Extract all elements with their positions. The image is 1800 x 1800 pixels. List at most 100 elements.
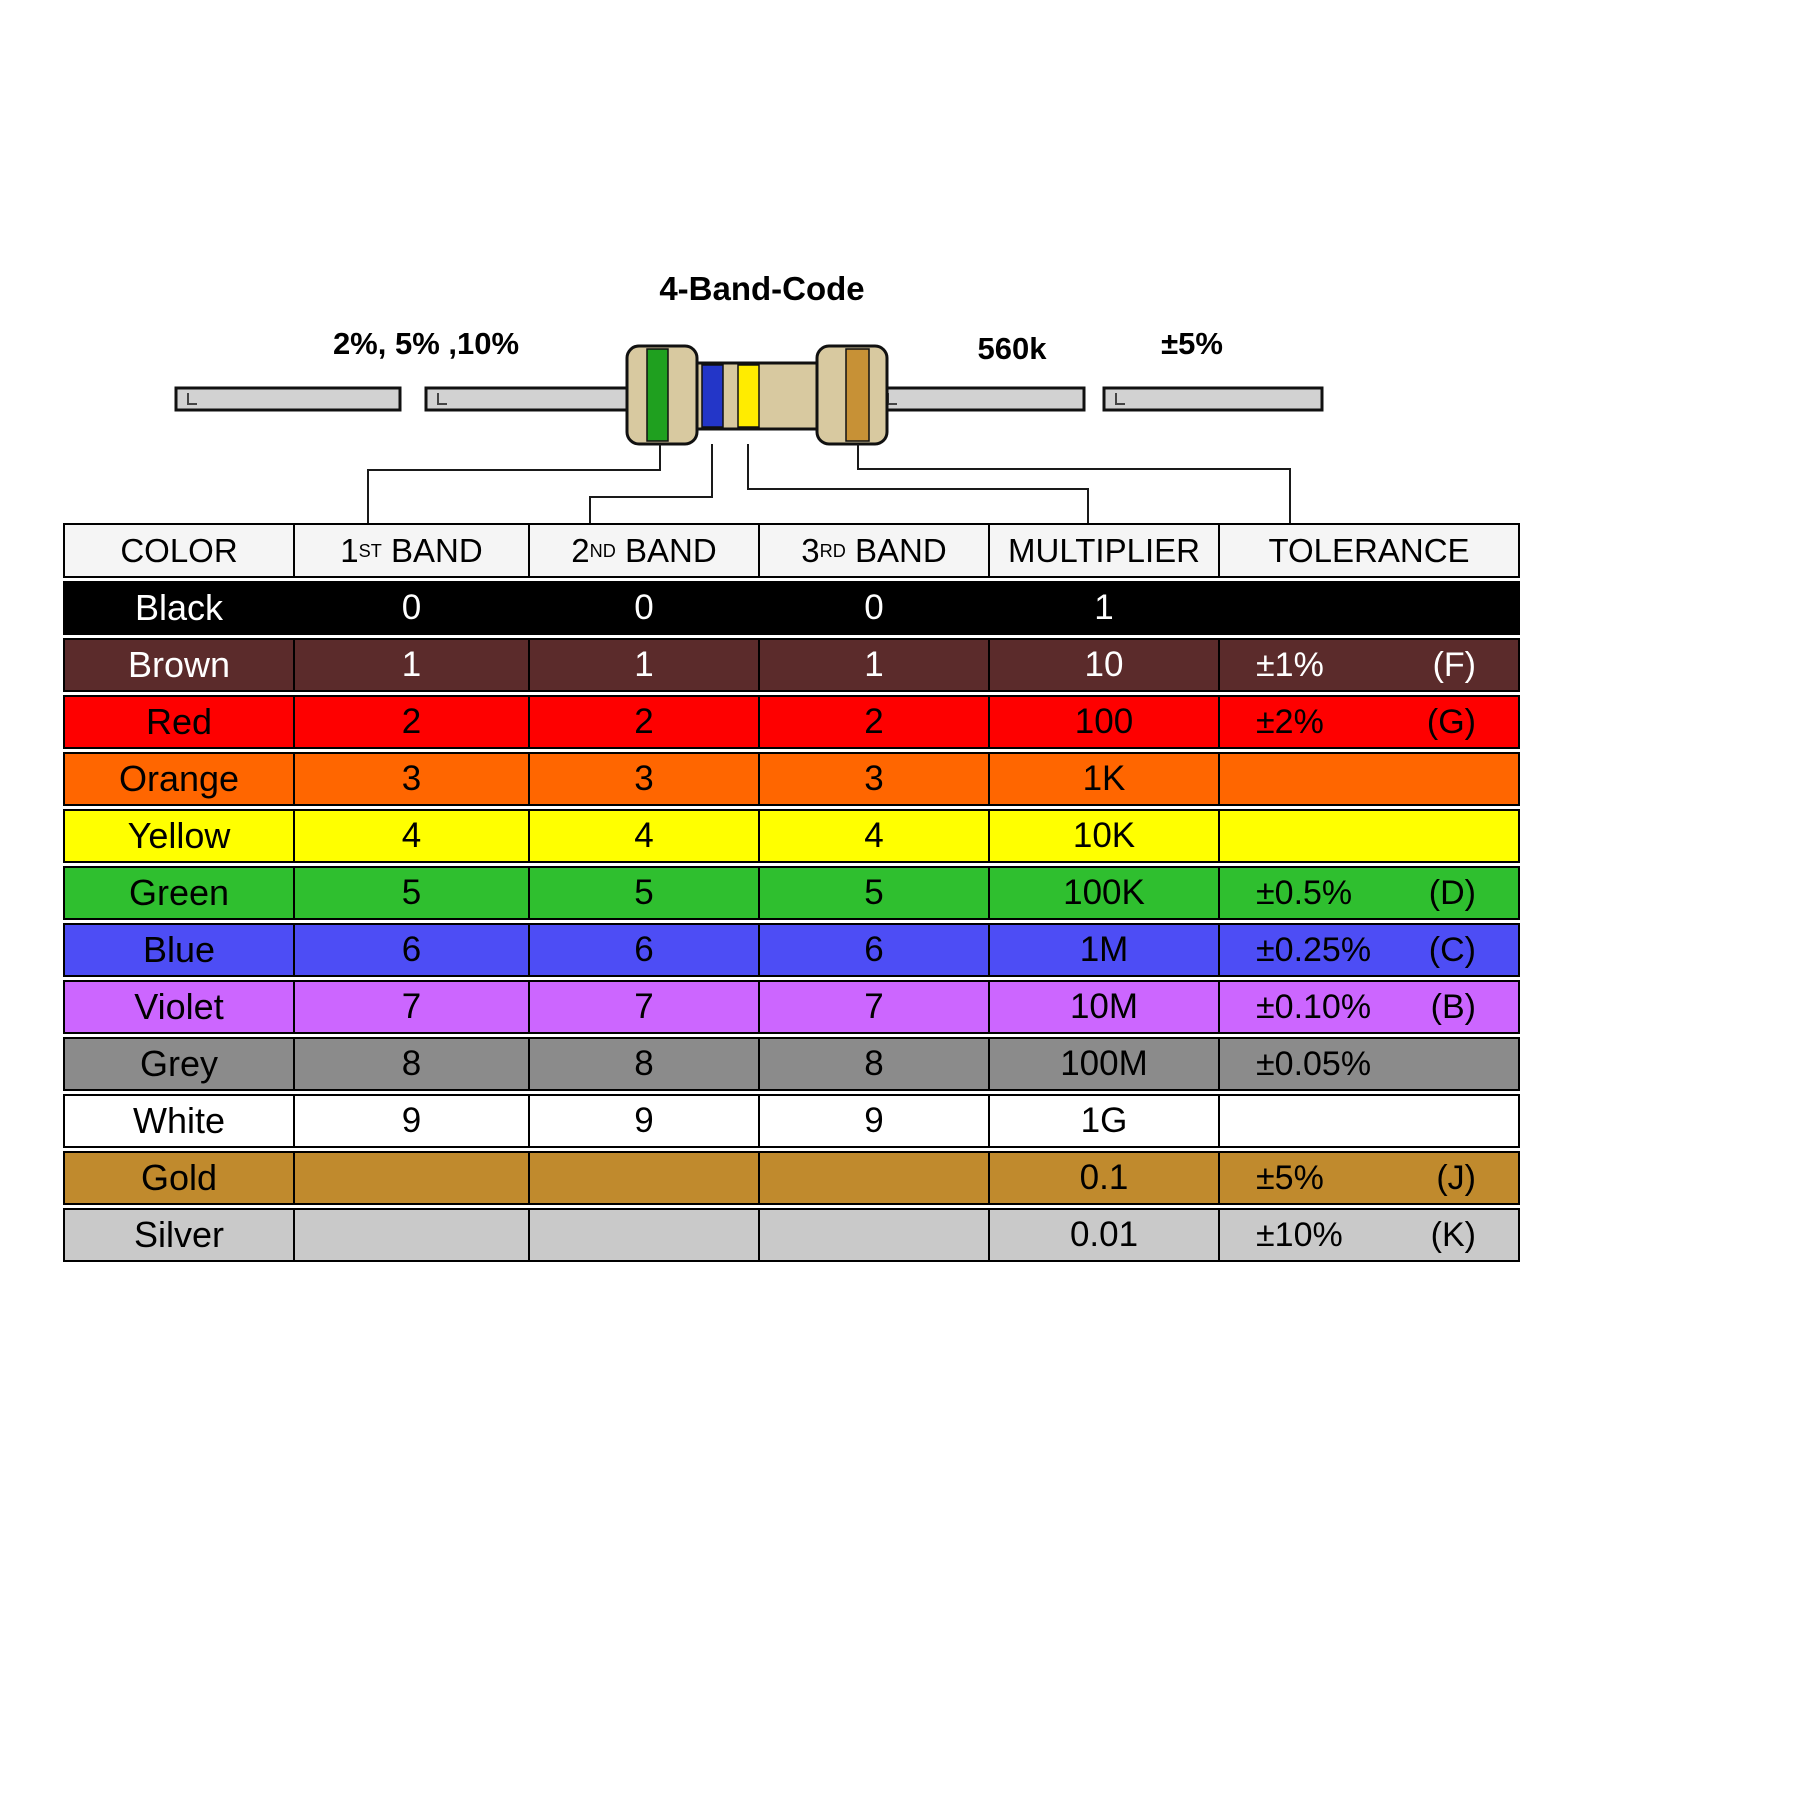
table-row: Gold 0.1 ±5% (J) xyxy=(63,1151,1520,1205)
cell-multiplier: 1M xyxy=(990,925,1220,975)
cell-color-name: Grey xyxy=(65,1039,295,1089)
tolerance-value: ±2% xyxy=(1256,702,1324,741)
table-row: Green 5 5 5 100K ±0.5% (D) xyxy=(63,866,1520,920)
cell-band1: 3 xyxy=(295,754,530,804)
cell-multiplier: 100M xyxy=(990,1039,1220,1089)
table-row: White 9 9 9 1G xyxy=(63,1094,1520,1148)
cell-color-name: Green xyxy=(65,868,295,918)
cell-band2: 4 xyxy=(530,811,760,861)
table-header-row: COLOR 1 ST BAND 2 ND BAND 3 RD BAND MULTIPL… xyxy=(63,523,1520,578)
header-text: 1 xyxy=(340,531,359,569)
cell-band2: 3 xyxy=(530,754,760,804)
wire-lead-right xyxy=(874,386,1086,412)
table-row: Grey 8 8 8 100M ±0.05% xyxy=(63,1037,1520,1091)
tolerance-value-label: ±5% xyxy=(1161,326,1223,361)
cell-band2 xyxy=(530,1153,760,1203)
cell-band3: 9 xyxy=(760,1096,990,1146)
tolerance-code: (C) xyxy=(1428,930,1476,969)
cell-band2: 1 xyxy=(530,640,760,690)
cell-tolerance: ±0.25% (C) xyxy=(1220,925,1518,975)
table-row: Red 2 2 2 100 ±2% (G) xyxy=(63,695,1520,749)
color-code-table: COLOR 1 ST BAND 2 ND BAND 3 RD BAND MULTIPL… xyxy=(63,523,1520,1262)
tolerance-code: (J) xyxy=(1436,1158,1476,1197)
cell-color-name: Gold xyxy=(65,1153,295,1203)
cell-band1: 1 xyxy=(295,640,530,690)
cell-band3: 0 xyxy=(760,583,990,633)
connector-band4-to-tolerance xyxy=(857,444,1291,523)
table-row: Violet 7 7 7 10M ±0.10% (B) xyxy=(63,980,1520,1034)
cell-band1: 4 xyxy=(295,811,530,861)
cell-color-name: White xyxy=(65,1096,295,1146)
cell-band3: 2 xyxy=(760,697,990,747)
cell-color-name: Violet xyxy=(65,982,295,1032)
header-band2: 2 ND BAND xyxy=(530,525,760,576)
cell-band2 xyxy=(530,1210,760,1260)
cell-band2: 8 xyxy=(530,1039,760,1089)
cell-band2: 7 xyxy=(530,982,760,1032)
cell-tolerance: ±0.10% (B) xyxy=(1220,982,1518,1032)
cell-band3: 3 xyxy=(760,754,990,804)
table-row: Blue 6 6 6 1M ±0.25% (C) xyxy=(63,923,1520,977)
header-text: 2 xyxy=(571,531,590,569)
resistance-value-label: 560k xyxy=(977,331,1047,366)
header-text: BAND xyxy=(615,531,717,569)
cell-band3: 1 xyxy=(760,640,990,690)
cell-color-name: Blue xyxy=(65,925,295,975)
cell-multiplier: 10 xyxy=(990,640,1220,690)
cell-multiplier: 100 xyxy=(990,697,1220,747)
cell-band1: 6 xyxy=(295,925,530,975)
cell-band1: 2 xyxy=(295,697,530,747)
table-row: Brown 1 1 1 10 ±1% (F) xyxy=(63,638,1520,692)
cell-multiplier: 0.1 xyxy=(990,1153,1220,1203)
wire-lead-far-left xyxy=(174,386,402,412)
tolerance-options-label: 2%, 5% ,10% xyxy=(332,326,520,361)
cell-band1: 7 xyxy=(295,982,530,1032)
table-body: Black 0 0 0 1 Brown 1 1 1 10 ±1% (F) Red 2 2 2 100 ±2% (G)… xyxy=(63,581,1520,1262)
header-text: COLOR xyxy=(120,531,238,569)
table-row: Yellow 4 4 4 10K xyxy=(63,809,1520,863)
cell-color-name: Silver xyxy=(65,1210,295,1260)
band-1-green xyxy=(646,348,669,442)
tolerance-code: (B) xyxy=(1430,987,1476,1026)
tolerance-value: ±0.05% xyxy=(1256,1044,1372,1083)
cell-tolerance: ±0.05% xyxy=(1220,1039,1518,1089)
connector-band2-to-col2 xyxy=(589,444,713,523)
cell-tolerance: ±0.5% (D) xyxy=(1220,868,1518,918)
cell-band3: 6 xyxy=(760,925,990,975)
tolerance-value: ±1% xyxy=(1256,645,1324,684)
cell-band2: 0 xyxy=(530,583,760,633)
cell-color-name: Brown xyxy=(65,640,295,690)
tolerance-code: (K) xyxy=(1430,1215,1476,1254)
cell-band3: 5 xyxy=(760,868,990,918)
header-text: TOLERANCE xyxy=(1268,531,1470,569)
wire-notch xyxy=(1115,393,1125,405)
connector-lines xyxy=(367,444,1291,523)
tolerance-value: ±0.25% xyxy=(1256,930,1372,969)
cell-tolerance: ±2% (G) xyxy=(1220,697,1518,747)
table-row: Black 0 0 0 1 xyxy=(63,581,1520,635)
table-row: Orange 3 3 3 1K xyxy=(63,752,1520,806)
band-3-yellow xyxy=(737,364,760,428)
cell-multiplier: 1G xyxy=(990,1096,1220,1146)
cell-tolerance xyxy=(1220,811,1518,861)
cell-tolerance: ±10% (K) xyxy=(1220,1210,1518,1260)
header-text: BAND xyxy=(845,531,947,569)
cell-color-name: Orange xyxy=(65,754,295,804)
cell-tolerance xyxy=(1220,1096,1518,1146)
table-row: Silver 0.01 ±10% (K) xyxy=(63,1208,1520,1262)
header-text: MULTIPLIER xyxy=(1008,531,1200,569)
cell-band2: 5 xyxy=(530,868,760,918)
cell-multiplier: 10K xyxy=(990,811,1220,861)
header-text: 3 xyxy=(801,531,820,569)
wire-lead-left xyxy=(424,386,642,412)
cell-band1: 8 xyxy=(295,1039,530,1089)
band-4-gold xyxy=(845,348,870,442)
cell-band3: 8 xyxy=(760,1039,990,1089)
header-text: BAND xyxy=(381,531,483,569)
cell-band2: 6 xyxy=(530,925,760,975)
wire-notch xyxy=(437,393,447,405)
header-tolerance: TOLERANCE xyxy=(1220,525,1518,576)
cell-band1: 0 xyxy=(295,583,530,633)
tolerance-value: ±5% xyxy=(1256,1158,1324,1197)
wire-notch xyxy=(187,393,197,405)
